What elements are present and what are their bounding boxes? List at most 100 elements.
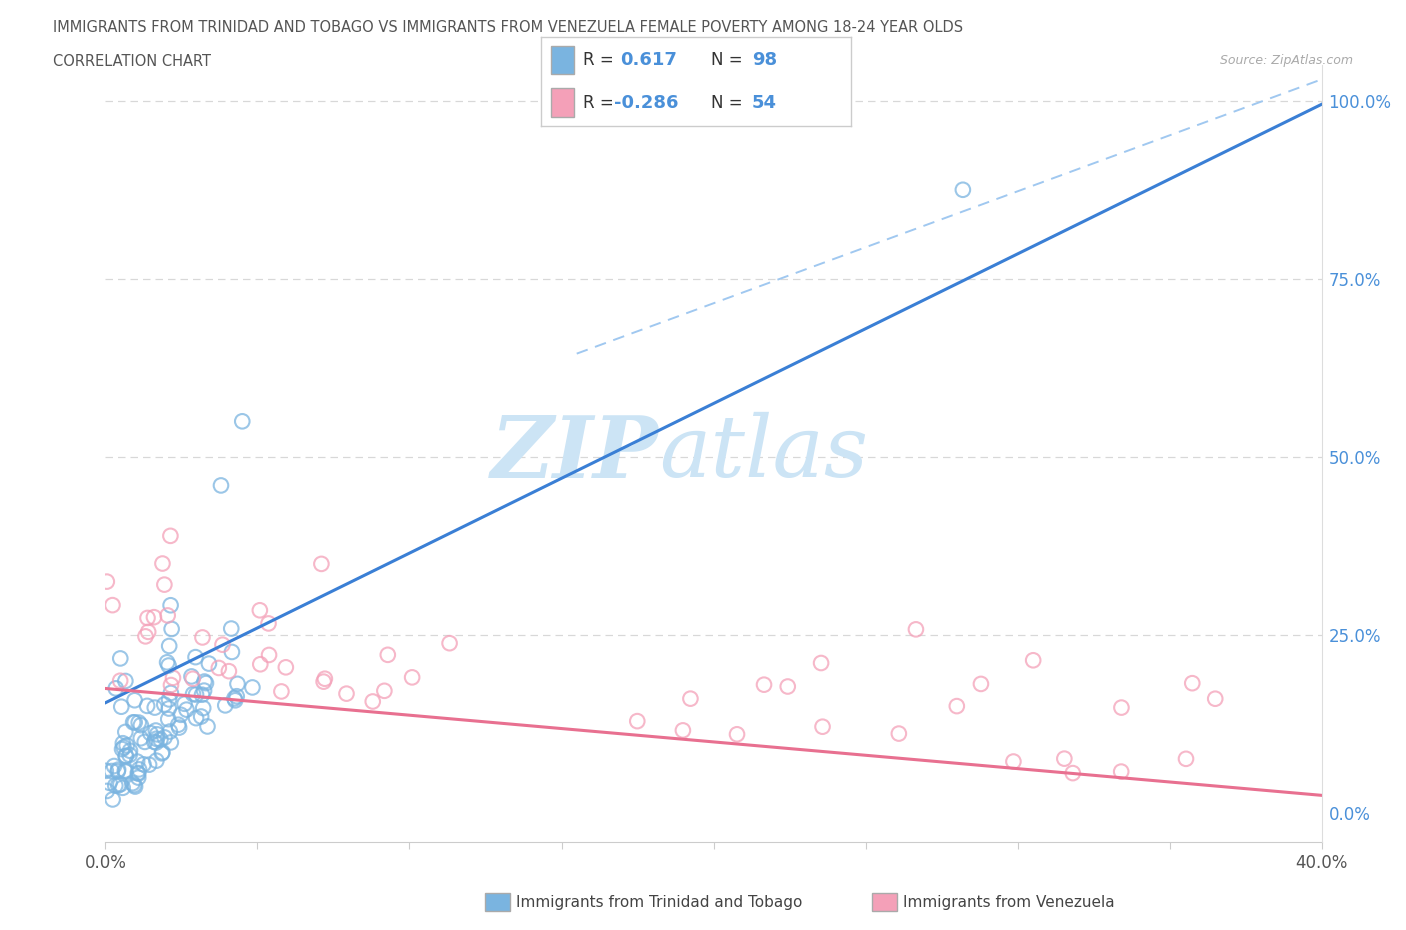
Point [160, 735, 183, 750]
Point [100, 764, 122, 778]
Point [224, 691, 246, 706]
Point [112, 740, 135, 755]
Point [159, 598, 181, 613]
Point [111, 742, 134, 757]
Point [1053, 751, 1076, 766]
Point [107, 777, 129, 792]
Point [173, 697, 195, 711]
Point [270, 684, 292, 698]
Point [134, 735, 156, 750]
Point [110, 777, 132, 791]
Point [439, 636, 461, 651]
Point [110, 699, 132, 714]
Point [157, 639, 180, 654]
Point [249, 603, 271, 618]
Point [184, 687, 207, 702]
Text: N =: N = [711, 51, 748, 69]
Point [160, 621, 183, 636]
Point [157, 658, 180, 673]
Point [209, 478, 232, 493]
Point [225, 689, 247, 704]
Point [145, 735, 167, 750]
Point [361, 694, 384, 709]
Bar [551, 88, 574, 117]
Point [150, 746, 173, 761]
Point [156, 608, 179, 623]
Point [181, 686, 204, 701]
Point [157, 701, 180, 716]
Point [111, 780, 134, 795]
Point [104, 681, 127, 696]
Point [1022, 653, 1045, 668]
Point [103, 759, 125, 774]
Point [725, 727, 748, 742]
Point [114, 673, 136, 688]
Point [162, 671, 184, 685]
Point [101, 598, 124, 613]
Text: R =: R = [583, 94, 619, 112]
Point [127, 765, 149, 780]
Point [159, 528, 181, 543]
Text: Source: ZipAtlas.com: Source: ZipAtlas.com [1219, 54, 1353, 67]
Point [191, 630, 214, 644]
Point [138, 757, 160, 772]
Point [122, 715, 145, 730]
Point [114, 764, 136, 778]
Point [219, 621, 242, 636]
Point [153, 698, 176, 712]
Point [191, 687, 214, 702]
Point [1181, 676, 1204, 691]
Point [198, 657, 221, 671]
Text: R =: R = [583, 51, 619, 69]
Point [249, 657, 271, 671]
Point [224, 693, 246, 708]
Point [1175, 751, 1198, 766]
Point [193, 700, 215, 715]
Point [132, 757, 155, 772]
Point [176, 702, 198, 717]
Point [157, 711, 180, 726]
Point [98, 776, 121, 790]
Point [679, 691, 702, 706]
Point [195, 676, 218, 691]
Bar [551, 46, 574, 74]
Point [96, 574, 118, 589]
Text: 54: 54 [752, 94, 776, 112]
Point [167, 720, 190, 735]
Point [114, 724, 136, 739]
Text: Immigrants from Venezuela: Immigrants from Venezuela [903, 895, 1115, 910]
Point [626, 713, 648, 728]
Point [104, 778, 127, 793]
Point [114, 749, 136, 764]
Point [128, 762, 150, 777]
Point [157, 692, 180, 707]
Text: Immigrants from Trinidad and Tobago: Immigrants from Trinidad and Tobago [516, 895, 803, 910]
Point [96, 783, 118, 798]
Point [153, 730, 176, 745]
Point [118, 743, 141, 758]
Point [214, 698, 236, 712]
Point [904, 622, 927, 637]
Point [401, 670, 423, 684]
Text: N =: N = [711, 94, 748, 112]
Point [181, 671, 204, 686]
Point [145, 731, 167, 746]
Point [312, 674, 335, 689]
Point [190, 709, 212, 724]
Point [122, 777, 145, 792]
Point [180, 669, 202, 684]
Point [143, 735, 166, 750]
Point [952, 182, 974, 197]
Point [335, 686, 357, 701]
Point [134, 629, 156, 644]
Point [946, 698, 969, 713]
Point [221, 644, 243, 659]
Point [129, 718, 152, 733]
Point [184, 711, 207, 725]
Point [145, 724, 167, 738]
Point [156, 655, 179, 670]
Point [139, 725, 162, 740]
Point [115, 737, 138, 752]
Point [231, 414, 253, 429]
Point [1204, 691, 1226, 706]
